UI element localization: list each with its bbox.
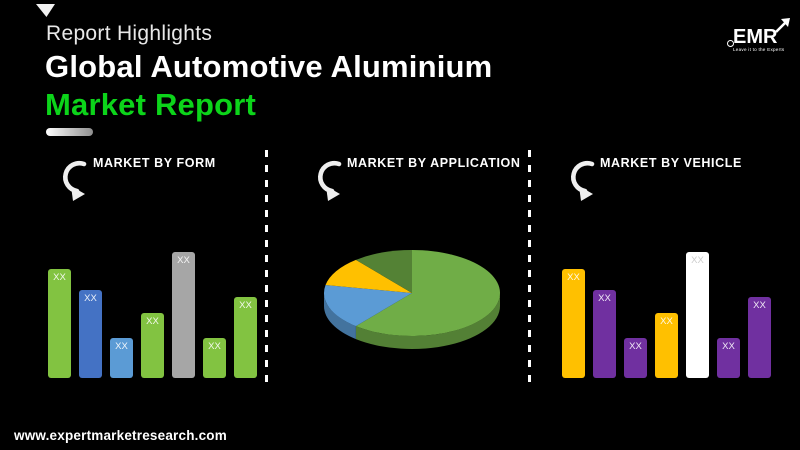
bar-value-label: XX	[53, 272, 66, 283]
section-title-form: MARKET BY FORM	[93, 156, 216, 170]
pie-slice	[355, 250, 412, 293]
bar: XX	[141, 313, 164, 378]
emr-logo: EMR Leave it to the Experts	[727, 18, 795, 52]
logo-arrow-icon	[775, 18, 790, 33]
bar: XX	[655, 313, 678, 378]
logo-dot-icon	[727, 40, 734, 47]
pie-chart-market-by-application	[317, 245, 517, 372]
bar: XX	[562, 269, 585, 378]
bar: XX	[79, 290, 102, 378]
curved-arrow-icon	[571, 160, 595, 201]
bar-chart-market-by-form: XX XX XX XX XX XX XX	[48, 248, 257, 378]
bar-value-label: XX	[567, 272, 580, 283]
bar-value-label: XX	[208, 341, 221, 352]
bar: XX	[234, 297, 257, 378]
bar-chart-market-by-vehicle: XX XX XX XX XX XX XX	[562, 248, 771, 378]
section-divider	[528, 150, 531, 388]
bar-value-label: XX	[177, 255, 190, 266]
bar: XX	[748, 297, 771, 378]
bar: XX	[624, 338, 647, 378]
section-title-application: MARKET BY APPLICATION	[347, 156, 521, 170]
bar: XX	[686, 252, 709, 378]
bar-value-label: XX	[691, 255, 704, 266]
bar-value-label: XX	[629, 341, 642, 352]
bar-value-label: XX	[598, 293, 611, 304]
bar: XX	[203, 338, 226, 378]
bar-value-label: XX	[84, 293, 97, 304]
title-underline	[46, 128, 93, 136]
pie-slice	[355, 250, 500, 336]
logo-tagline: Leave it to the Experts	[733, 47, 785, 52]
bar-value-label: XX	[660, 316, 673, 327]
bar: XX	[593, 290, 616, 378]
pie-slice	[325, 259, 412, 293]
pie-slice	[324, 284, 412, 327]
bar: XX	[48, 269, 71, 378]
bar: XX	[172, 252, 195, 378]
website-url: www.expertmarketresearch.com	[14, 428, 227, 443]
section-title-vehicle: MARKET BY VEHICLE	[600, 156, 742, 170]
section-divider	[265, 150, 268, 388]
corner-triangle-decoration	[36, 4, 55, 17]
report-eyebrow: Report Highlights	[46, 22, 213, 45]
bar-value-label: XX	[239, 300, 252, 311]
bar-value-label: XX	[146, 316, 159, 327]
curved-arrow-icon	[63, 160, 87, 201]
page-title-accent: Market Report	[45, 87, 257, 122]
bar-value-label: XX	[115, 341, 128, 352]
curved-arrow-icon	[318, 160, 342, 201]
page-title: Global Automotive Aluminium	[45, 49, 493, 84]
bar-value-label: XX	[722, 341, 735, 352]
bar-value-label: XX	[753, 300, 766, 311]
logo-text: EMR	[733, 26, 778, 48]
bar: XX	[717, 338, 740, 378]
bar: XX	[110, 338, 133, 378]
